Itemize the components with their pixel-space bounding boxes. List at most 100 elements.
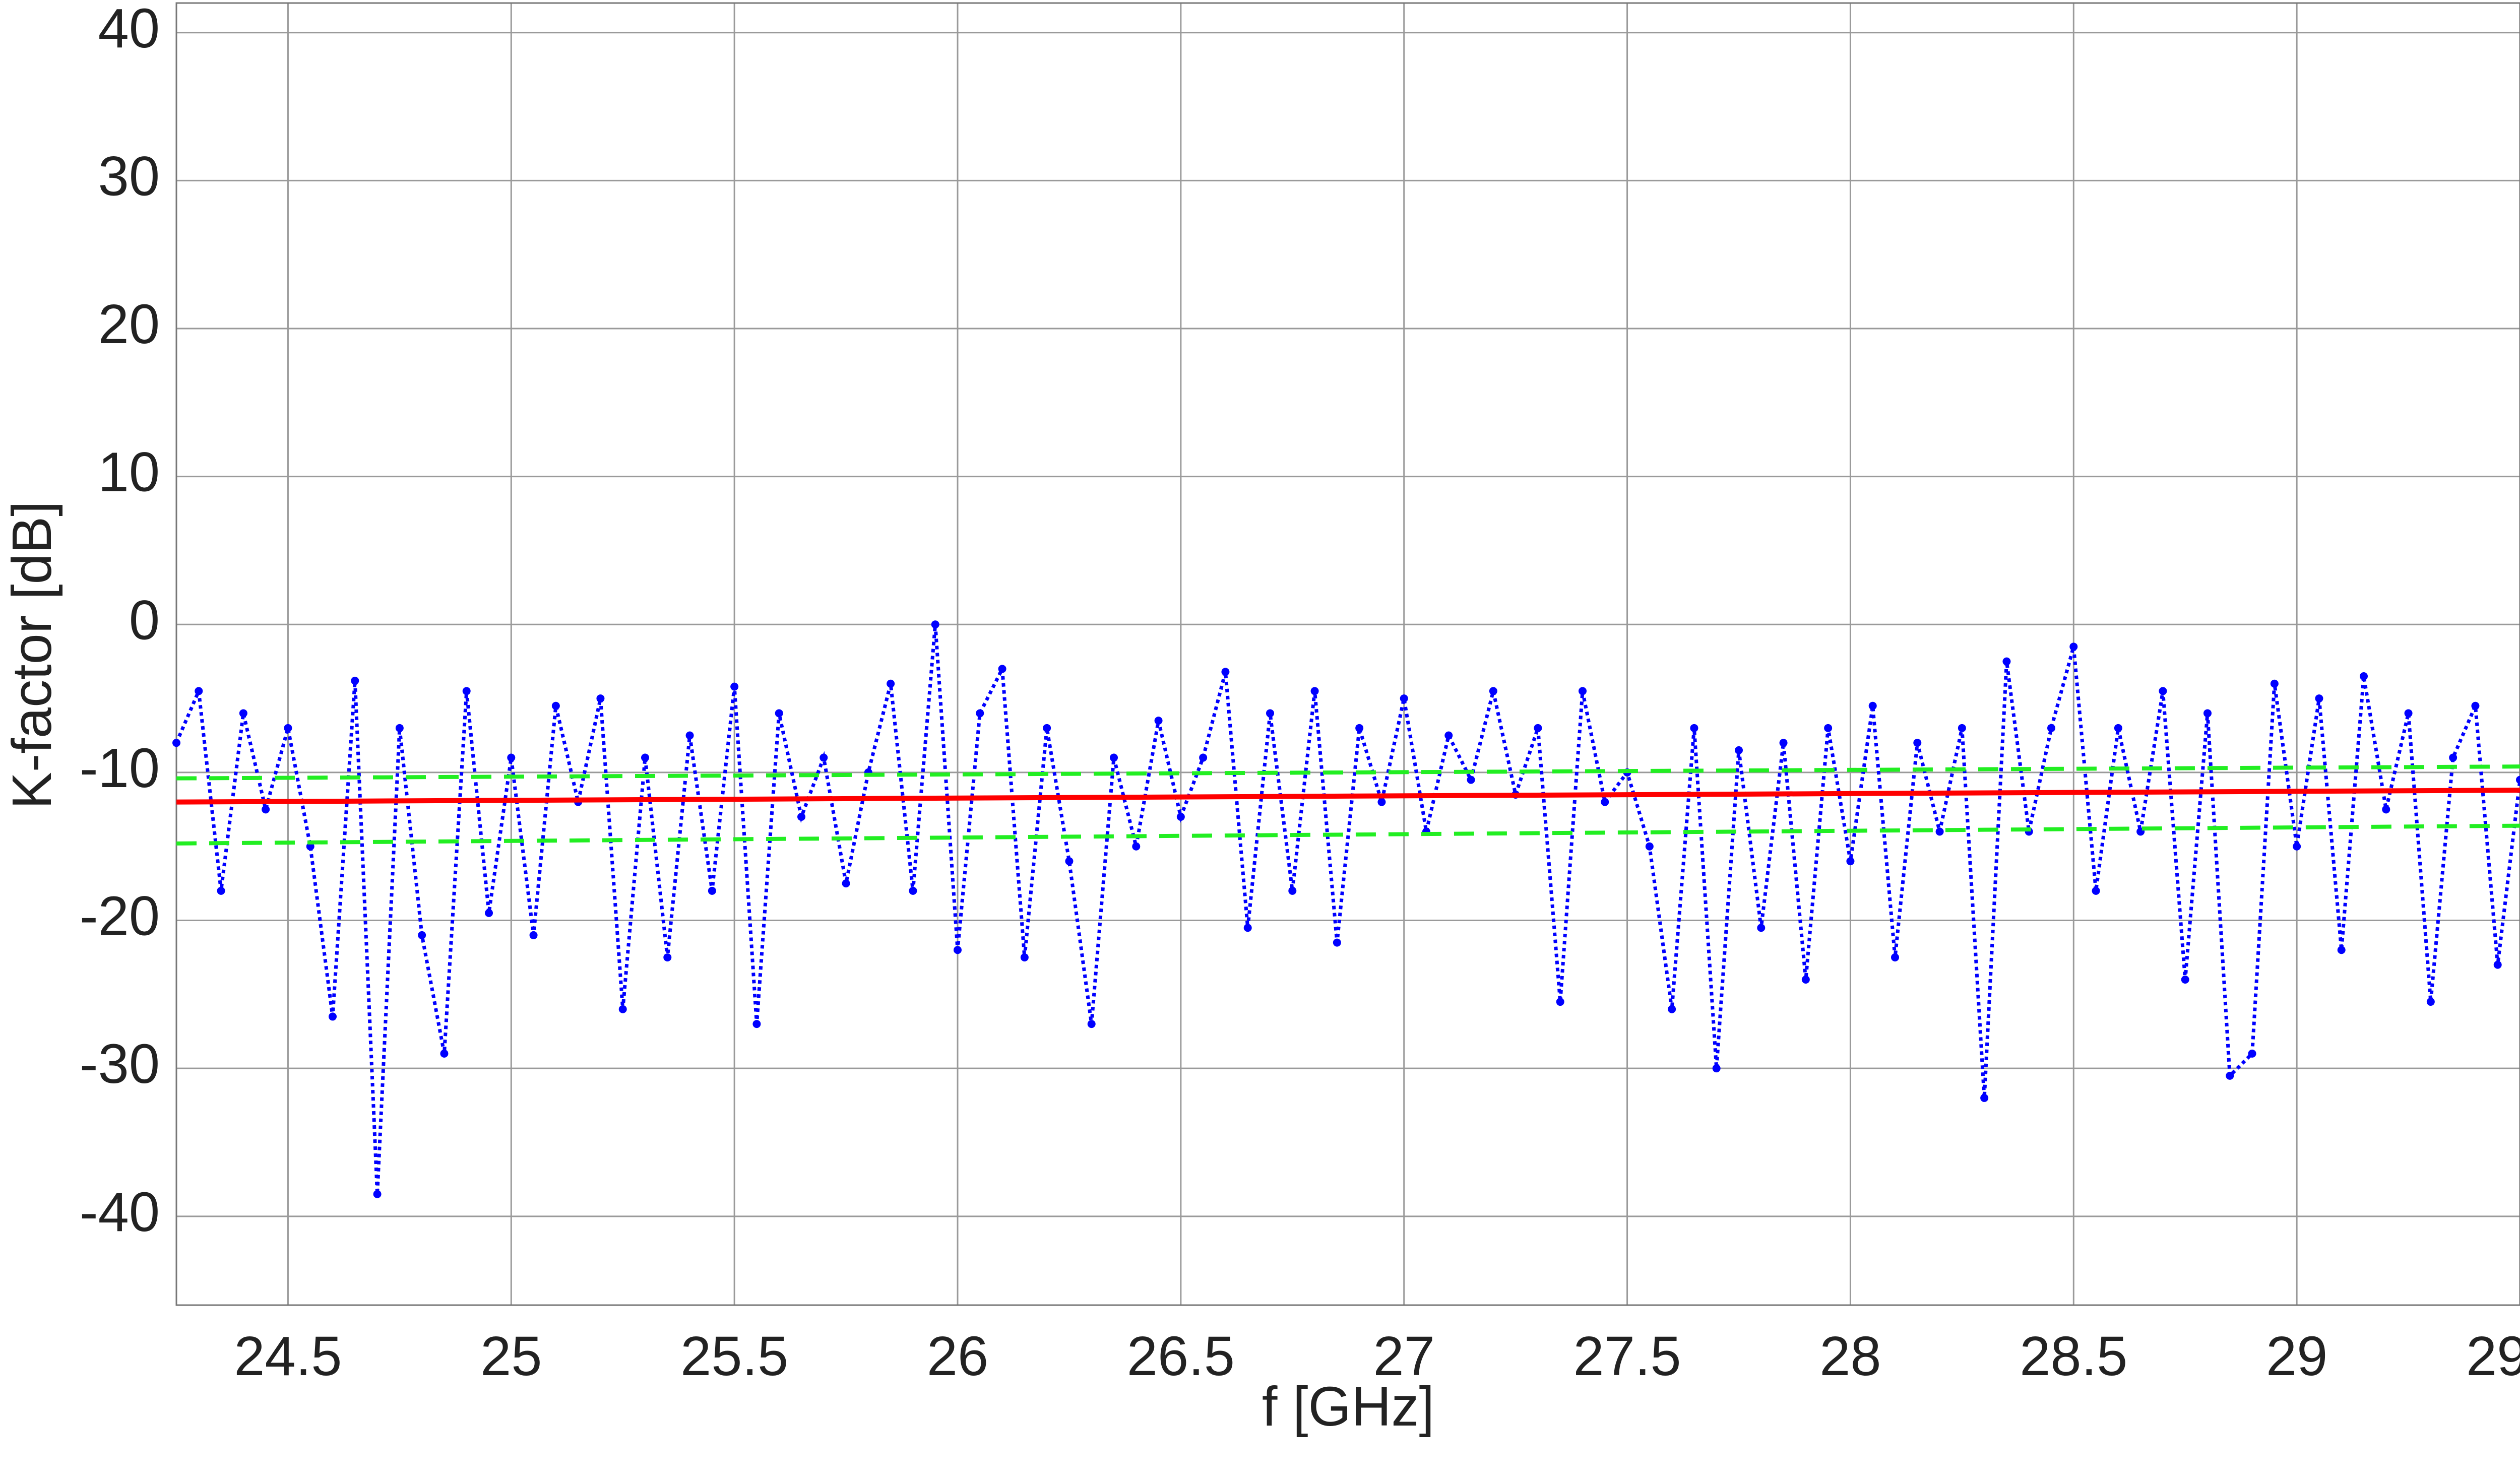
data-point xyxy=(931,620,939,629)
data-point xyxy=(842,879,850,888)
data-point xyxy=(551,701,560,710)
data-point xyxy=(641,753,649,762)
series-line xyxy=(174,624,2520,1194)
data-point xyxy=(2270,679,2279,688)
data-point xyxy=(395,724,404,732)
data-point xyxy=(1534,724,1542,732)
data-point xyxy=(2047,724,2055,732)
data-point xyxy=(2404,709,2413,718)
data-point xyxy=(1132,842,1141,851)
data-point xyxy=(1243,924,1252,932)
data-point xyxy=(775,709,783,718)
data-point xyxy=(440,1049,449,1058)
data-point xyxy=(2226,1071,2234,1080)
x-tick-label: 25 xyxy=(480,1325,542,1387)
data-point xyxy=(998,665,1006,673)
data-point xyxy=(1355,724,1364,732)
data-point xyxy=(2337,946,2346,954)
data-point xyxy=(2181,976,2189,984)
data-point xyxy=(462,687,471,695)
data-point xyxy=(1556,998,1564,1006)
data-point xyxy=(2092,886,2100,895)
data-point xyxy=(1958,724,1966,732)
x-tick-label: 28.5 xyxy=(2020,1325,2127,1387)
data-point xyxy=(1779,739,1788,747)
data-point xyxy=(2293,842,2301,851)
data-point xyxy=(1333,938,1341,947)
data-point xyxy=(529,931,538,939)
x-tick-label: 24.5 xyxy=(234,1325,342,1387)
data-point xyxy=(730,682,739,691)
data-point xyxy=(1467,776,1475,784)
data-point xyxy=(2516,776,2520,784)
data-point xyxy=(820,753,828,762)
data-point xyxy=(1199,753,1208,762)
data-point xyxy=(1801,976,1810,984)
data-point xyxy=(1221,668,1230,676)
y-tick-label: -30 xyxy=(80,1033,160,1095)
series-line xyxy=(176,788,2520,805)
x-tick-label: 29.5 xyxy=(2466,1325,2520,1387)
y-tick-label: 30 xyxy=(98,145,160,207)
data-point xyxy=(2382,805,2390,814)
data-point xyxy=(2426,998,2435,1006)
x-tick-label: 27.5 xyxy=(1573,1325,1681,1387)
data-point xyxy=(1176,813,1185,821)
data-point xyxy=(351,676,359,685)
data-point xyxy=(1645,842,1654,851)
data-point xyxy=(217,886,225,895)
y-tick-label: 20 xyxy=(98,293,160,355)
data-point xyxy=(1087,1020,1096,1028)
data-point xyxy=(596,694,605,703)
data-point xyxy=(507,753,516,762)
data-point xyxy=(1891,953,1899,961)
data-point xyxy=(1020,953,1029,961)
data-point xyxy=(1824,724,1833,732)
data-point xyxy=(1846,857,1855,866)
data-point xyxy=(909,886,917,895)
data-point xyxy=(1310,687,1319,695)
data-point xyxy=(262,805,270,814)
y-axis-label: K-factor [dB] xyxy=(1,501,63,809)
data-point xyxy=(284,724,292,732)
data-point xyxy=(2203,709,2212,718)
y-tick-label: 40 xyxy=(98,0,160,59)
data-point xyxy=(2114,724,2122,732)
data-point xyxy=(2069,642,2078,651)
data-point xyxy=(1913,739,1922,747)
data-point xyxy=(418,931,426,939)
data-point xyxy=(2360,672,2368,681)
data-point xyxy=(2471,701,2480,710)
data-point xyxy=(485,909,493,917)
data-point xyxy=(1980,1093,1989,1102)
data-point xyxy=(1712,1064,1721,1073)
x-axis-label: f [GHz] xyxy=(1262,1376,1434,1438)
x-tick-label: 25.5 xyxy=(680,1325,788,1387)
data-point xyxy=(1154,717,1163,725)
data-point xyxy=(1579,687,1587,695)
data-point xyxy=(2159,687,2167,695)
data-point xyxy=(329,1012,337,1021)
x-tick-label: 26.5 xyxy=(1127,1325,1235,1387)
data-point xyxy=(373,1190,382,1198)
data-point xyxy=(2315,694,2323,703)
data-point xyxy=(1757,924,1766,932)
data-point xyxy=(708,886,716,895)
x-tick-label: 29 xyxy=(2266,1325,2327,1387)
data-point xyxy=(1601,798,1609,806)
data-point xyxy=(797,813,805,821)
x-tick-label: 26 xyxy=(927,1325,988,1387)
data-point xyxy=(1690,724,1698,732)
data-point xyxy=(1668,1005,1676,1013)
x-tick-label: 28 xyxy=(1819,1325,1881,1387)
data-point xyxy=(2248,1049,2256,1058)
y-tick-label: -10 xyxy=(80,737,160,799)
data-point xyxy=(1400,694,1408,703)
data-point xyxy=(976,709,984,718)
data-point xyxy=(195,687,203,695)
y-tick-label: 0 xyxy=(129,589,160,651)
y-tick-label: -40 xyxy=(80,1181,160,1243)
data-point xyxy=(1065,857,1074,866)
series-line xyxy=(176,823,2520,846)
